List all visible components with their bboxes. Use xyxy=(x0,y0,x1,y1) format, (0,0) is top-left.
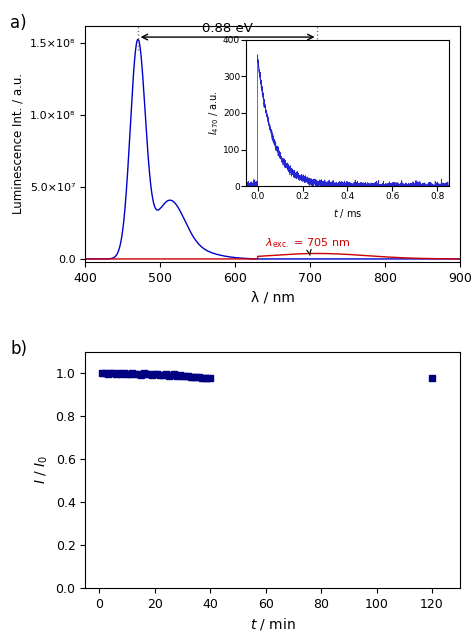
Point xyxy=(146,369,153,379)
Point xyxy=(184,371,192,381)
Point xyxy=(148,370,155,380)
Point xyxy=(140,368,147,378)
Point xyxy=(159,370,167,380)
Point xyxy=(137,369,145,380)
Point xyxy=(120,368,128,378)
Point xyxy=(176,370,183,380)
Point xyxy=(98,368,106,378)
Point xyxy=(109,368,117,378)
Point xyxy=(134,369,142,380)
Text: 0.88 eV: 0.88 eV xyxy=(202,22,253,35)
Point xyxy=(118,369,125,379)
Y-axis label: $I$ / $I_0$: $I$ / $I_0$ xyxy=(34,455,50,484)
Point xyxy=(151,369,158,380)
Y-axis label: Luminescence Int. / a.u.: Luminescence Int. / a.u. xyxy=(11,73,25,214)
Point xyxy=(165,371,173,381)
Point xyxy=(104,369,111,379)
Point xyxy=(182,371,189,381)
Point xyxy=(112,369,119,379)
Point xyxy=(206,373,214,383)
Point xyxy=(187,372,194,382)
Point xyxy=(173,371,181,381)
Point xyxy=(162,369,170,380)
Point xyxy=(115,368,122,378)
Point xyxy=(170,369,178,380)
Point xyxy=(428,373,436,383)
Point xyxy=(154,369,161,379)
Text: a): a) xyxy=(10,14,27,32)
Point xyxy=(101,367,109,378)
Point xyxy=(179,371,186,381)
Point xyxy=(143,369,150,379)
Text: $\lambda_{\rm exc.}$ = 705 nm: $\lambda_{\rm exc.}$ = 705 nm xyxy=(265,236,350,256)
Point xyxy=(201,373,209,383)
Point xyxy=(131,369,139,379)
X-axis label: $t$ / min: $t$ / min xyxy=(250,616,295,632)
Point xyxy=(123,369,131,379)
X-axis label: λ / nm: λ / nm xyxy=(251,290,294,304)
Point xyxy=(198,373,206,383)
Point xyxy=(190,372,197,382)
Point xyxy=(203,373,211,383)
Point xyxy=(107,368,114,378)
Point xyxy=(167,370,175,380)
Point xyxy=(156,369,164,380)
Point xyxy=(195,372,203,382)
Point xyxy=(128,368,136,378)
Text: b): b) xyxy=(10,340,27,358)
Point xyxy=(192,371,200,381)
Point xyxy=(126,369,134,379)
